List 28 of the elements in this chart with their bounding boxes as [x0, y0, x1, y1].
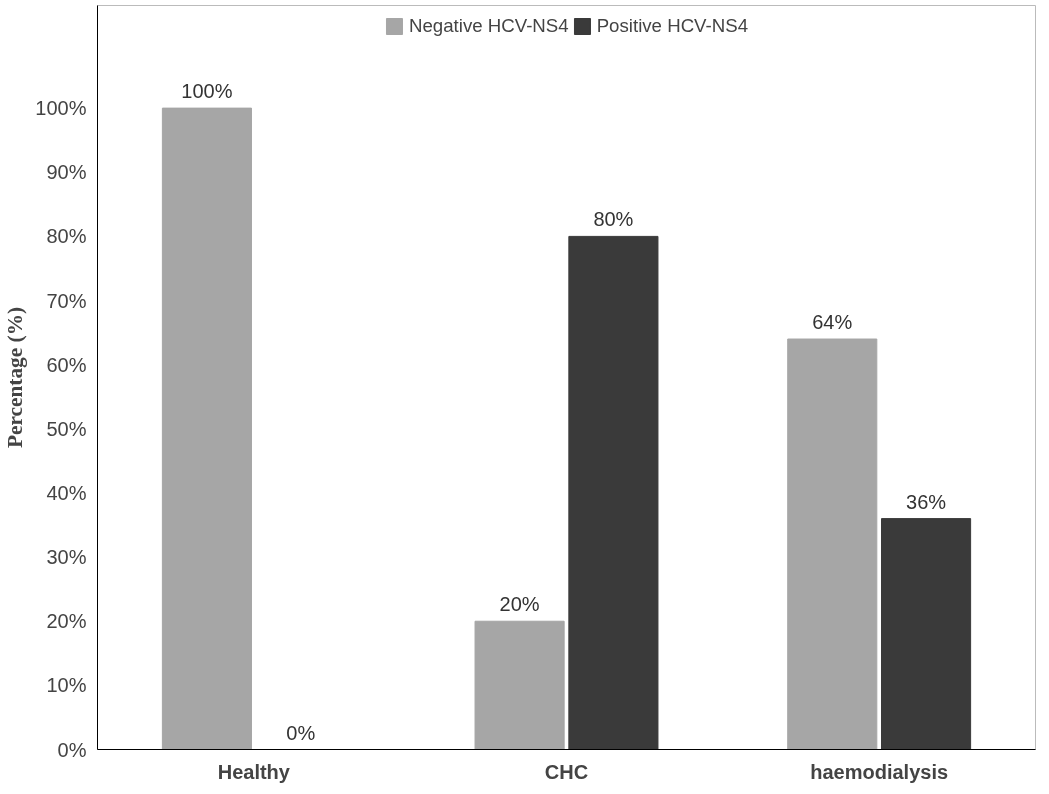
y-tick-label: 60% — [46, 353, 87, 376]
y-tick-label: 10% — [46, 674, 87, 697]
data-label: 0% — [286, 721, 316, 744]
data-label: 80% — [593, 208, 634, 231]
x-tick-label: Healthy — [217, 760, 291, 783]
legend-label: Negative HCV-NS4 — [408, 15, 569, 37]
y-tick-label: 30% — [46, 546, 87, 569]
x-tick-label: haemodialysis — [810, 760, 949, 783]
y-axis-title: Percentage (%) — [3, 306, 28, 449]
y-tick-label: 90% — [46, 161, 87, 184]
y-tick-label: 40% — [46, 481, 87, 504]
bar — [881, 518, 972, 750]
y-tick-label: 0% — [57, 738, 87, 761]
y-tick-label: 70% — [46, 289, 87, 312]
bar — [787, 338, 878, 750]
bar — [568, 235, 659, 750]
y-tick-label: 100% — [35, 97, 87, 120]
bar — [161, 107, 252, 750]
data-label: 36% — [906, 490, 947, 513]
bar — [474, 620, 565, 750]
y-tick-label: 80% — [46, 225, 87, 248]
data-label: 64% — [812, 311, 853, 334]
y-tick-label: 50% — [46, 417, 87, 440]
y-tick-label: 20% — [46, 610, 87, 633]
x-tick-label: CHC — [544, 760, 589, 783]
legend-label: Positive HCV-NS4 — [596, 15, 749, 37]
data-label: 100% — [181, 80, 233, 103]
data-label: 20% — [499, 593, 540, 616]
